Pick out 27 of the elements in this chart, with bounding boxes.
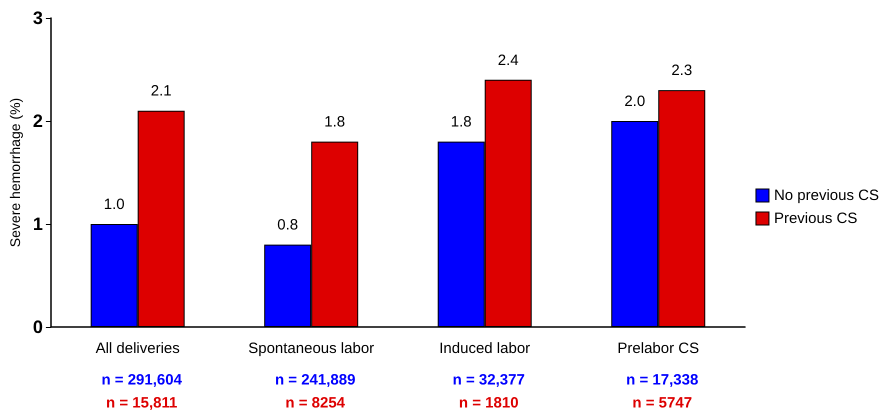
text: n = 291,604 xyxy=(101,372,183,388)
x-tick-label: Prelabor CS xyxy=(617,340,700,357)
legend-label: No previous CS xyxy=(774,187,880,204)
data-label: 1.0 xyxy=(104,196,125,213)
data-label: 2.1 xyxy=(150,82,172,100)
text: n = 5747 xyxy=(632,394,692,412)
y-tick-label: 3 xyxy=(32,8,43,28)
text: n = 15,811 xyxy=(106,394,178,412)
legend-label: Previous CS xyxy=(774,210,858,227)
text: n = 32,377 xyxy=(452,372,525,388)
text: n = 241,889 xyxy=(274,372,356,388)
text: n = 8254 xyxy=(285,394,346,412)
data-label: 1.8 xyxy=(450,114,472,131)
y-tick-label: 1 xyxy=(32,214,43,234)
data-label: 2.3 xyxy=(671,62,692,80)
text: n = 17,338 xyxy=(626,372,698,388)
x-tick-label: Spontaneous labor xyxy=(248,340,374,357)
y-tick-label: 0 xyxy=(32,317,43,337)
data-label: 2.0 xyxy=(624,93,646,110)
data-label: 1.8 xyxy=(324,114,346,131)
x-tick-label: All deliveries xyxy=(96,340,180,357)
data-label: 2.4 xyxy=(498,52,519,69)
data-label: 0.8 xyxy=(277,216,298,234)
y-axis-title: Severe hemorrhage (%) xyxy=(7,98,23,248)
text: n = 1810 xyxy=(458,394,519,412)
y-tick-label: 2 xyxy=(32,111,43,131)
x-tick-label: Induced labor xyxy=(439,340,530,357)
